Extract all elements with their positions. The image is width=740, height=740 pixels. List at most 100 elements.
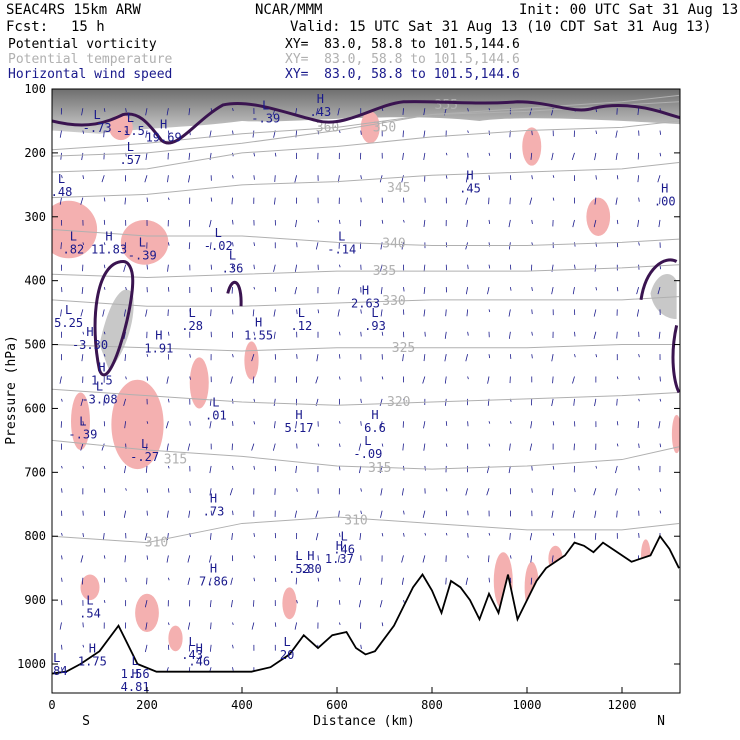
wind-vector (466, 219, 469, 228)
wind-vector (338, 510, 340, 518)
x-tick-label: 1200 (608, 698, 637, 712)
wind-vector (338, 331, 341, 336)
wind-vector (595, 286, 598, 291)
wind-vector (531, 242, 533, 246)
extremum-type: L (212, 395, 219, 409)
wind-vector (59, 197, 62, 205)
wind-vector (509, 555, 512, 559)
extremum-value: -.39 (128, 249, 157, 263)
extremum-marker: L-.14 (327, 229, 356, 256)
wind-vector (467, 108, 469, 112)
wind-vector (531, 175, 533, 180)
wind-vector (444, 331, 447, 339)
wind-vector (61, 555, 63, 560)
wind-vector (295, 465, 298, 473)
wind-vector (360, 510, 362, 514)
wind-vector (338, 577, 341, 582)
extremum-type: H (89, 641, 96, 655)
wind-vector (251, 622, 255, 630)
wind-vector (232, 622, 234, 626)
wind-vector (637, 219, 640, 228)
wind-vector (381, 219, 384, 224)
wind-vector (253, 242, 255, 247)
wind-vector (81, 152, 84, 161)
wind-vector (423, 152, 426, 161)
wind-vector (657, 175, 661, 183)
negative-pv-shade (360, 111, 380, 144)
wind-vector (187, 555, 191, 563)
wind-vector (465, 488, 469, 496)
wind-vector (637, 421, 640, 429)
extremum-type: H (196, 641, 203, 655)
wind-vector (616, 219, 619, 225)
wind-vector (295, 421, 298, 429)
init-time: Init: 00 UTC Sat 31 Aug 13 (519, 2, 739, 18)
wind-vector (529, 197, 533, 205)
wind-vector (551, 555, 554, 563)
wind-vector (144, 644, 148, 653)
wind-vector (209, 242, 212, 250)
negative-pv-shade (120, 219, 169, 265)
wind-vector (144, 532, 148, 541)
extremum-marker: L.54 (79, 594, 101, 621)
extremum-value: 5.25 (54, 316, 83, 330)
wind-vector (146, 376, 149, 381)
terrain-fill (52, 536, 680, 693)
extremum-value: 4.81 (121, 680, 150, 694)
wind-vector (144, 600, 148, 608)
wind-vectors (59, 108, 662, 675)
extremum-type: L (298, 306, 305, 320)
wind-vector (551, 286, 554, 295)
wind-vector (509, 421, 512, 424)
wind-vector (638, 354, 640, 358)
extremum-marker: L.12 (291, 306, 313, 333)
extremum-type: L (53, 651, 60, 665)
wind-vector (144, 175, 148, 183)
wind-vector (403, 532, 405, 537)
extremum-value: 2.63 (351, 297, 380, 311)
wind-vector (658, 219, 661, 228)
wind-vector (103, 354, 106, 357)
wind-vector (316, 600, 319, 608)
wind-vector (381, 443, 384, 447)
extremum-value: .52 (288, 562, 310, 576)
x-axis-label: Distance (km) (313, 714, 415, 729)
wind-vector (315, 242, 319, 250)
wind-vector (167, 242, 170, 246)
theta-isentrope (52, 516, 680, 544)
wind-vector (123, 309, 127, 317)
theta-label: 330 (382, 294, 405, 309)
wind-vector (594, 197, 597, 205)
wind-vector (531, 130, 533, 136)
wind-vector (81, 287, 84, 295)
extremum-marker: L.84 (52, 651, 68, 678)
theta-label: 350 (373, 120, 396, 135)
negative-pv-shade (189, 357, 209, 409)
wind-vector (166, 376, 169, 384)
wind-vector (317, 219, 320, 223)
extremum-value: -3.30 (72, 338, 108, 352)
wind-vector (401, 577, 404, 585)
extremum-marker: H11.83 (91, 229, 127, 256)
wind-vector (380, 488, 383, 496)
wind-vector (444, 354, 447, 362)
wind-vector (61, 398, 63, 402)
legend-pv-field: Potential vorticity (8, 37, 157, 52)
legend-pv-xy: XY= 83.0, 58.8 to 101.5,144.6 (285, 37, 520, 52)
wind-vector (232, 354, 234, 358)
extremum-type: H (661, 181, 668, 195)
wind-vector (445, 421, 448, 426)
extremum-marker: H2.63 (351, 284, 380, 311)
wind-vector (531, 286, 533, 292)
extremum-value: -.14 (327, 242, 356, 256)
wind-vector (60, 309, 62, 317)
wind-vector (465, 175, 469, 183)
extremum-marker: H5.17 (285, 408, 314, 435)
y-tick-label: 700 (24, 465, 46, 479)
legend-wind-field: Horizontal wind speed (8, 67, 173, 82)
wind-vector (529, 443, 533, 451)
wind-vector (253, 175, 255, 180)
wind-vector (209, 465, 212, 474)
wind-vector (295, 264, 298, 272)
x-tick-label: 800 (421, 698, 443, 712)
